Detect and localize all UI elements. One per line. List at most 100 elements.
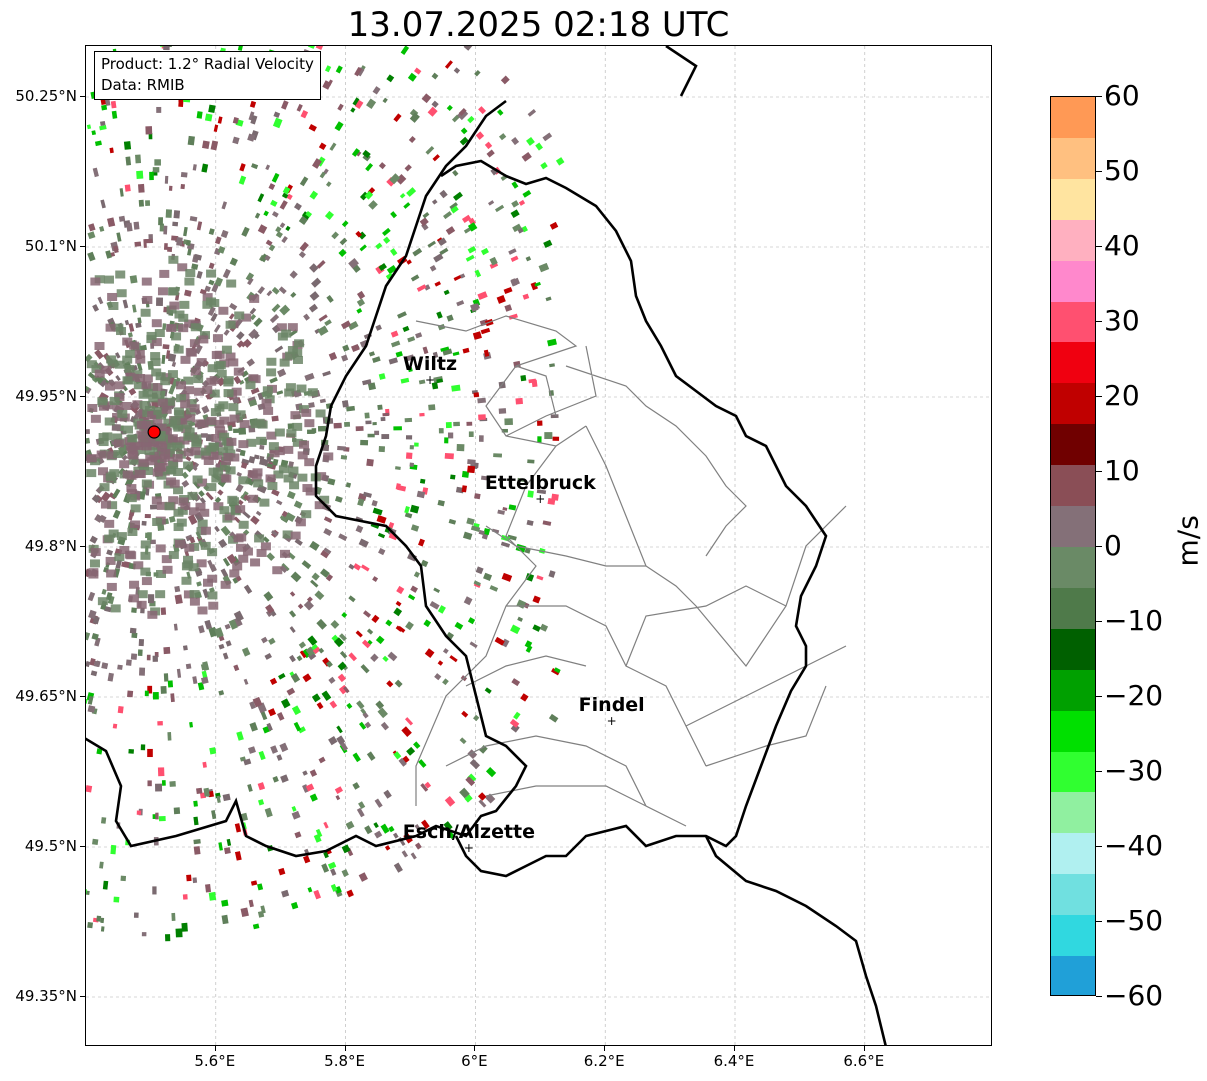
echo-pixel xyxy=(398,757,407,767)
product-label: Product: 1.2° Radial Velocity xyxy=(101,55,314,73)
echo-pixel xyxy=(176,394,187,403)
echo-pixel xyxy=(253,479,264,488)
echo-pixel xyxy=(129,627,137,634)
echo-pixel xyxy=(302,673,312,683)
echo-pixel xyxy=(125,156,132,166)
echo-pixel xyxy=(88,568,99,577)
echo-pixel xyxy=(356,308,363,314)
echo-pixel xyxy=(234,311,245,320)
echo-pixel xyxy=(162,323,167,330)
echo-pixel xyxy=(121,561,129,568)
echo-pixel xyxy=(184,543,195,552)
echo-pixel xyxy=(396,585,405,595)
echo-pixel xyxy=(434,281,442,287)
echo-pixel xyxy=(192,676,198,685)
echo-pixel xyxy=(498,133,507,141)
echo-pixel xyxy=(477,792,487,801)
echo-pixel xyxy=(133,561,144,570)
echo-pixel xyxy=(324,210,334,220)
echo-pixel xyxy=(550,414,559,419)
city-label: Ettelbruck xyxy=(485,472,596,494)
echo-pixel xyxy=(406,354,415,362)
colorbar-segment xyxy=(1051,833,1095,875)
echo-pixel xyxy=(202,761,207,768)
echo-pixel xyxy=(385,272,394,280)
echo-pixel xyxy=(219,416,230,425)
echo-pixel xyxy=(432,351,439,359)
echo-pixel xyxy=(215,426,226,435)
echo-pixel xyxy=(264,652,272,660)
echo-pixel xyxy=(128,451,139,460)
echo-pixel xyxy=(374,830,383,839)
echo-pixel xyxy=(316,472,327,481)
echo-pixel xyxy=(547,338,557,347)
echo-pixel xyxy=(305,783,315,792)
echo-pixel xyxy=(197,682,205,691)
echo-pixel xyxy=(264,254,271,262)
colorbar-tick-label: 10 xyxy=(1104,454,1140,487)
echo-pixel xyxy=(449,655,458,663)
echo-pixel xyxy=(453,67,461,74)
echo-pixel xyxy=(338,533,348,541)
echo-pixel xyxy=(352,782,360,790)
echo-pixel xyxy=(388,357,398,365)
echo-pixel xyxy=(454,621,464,630)
echo-pixel xyxy=(358,721,367,730)
echo-pixel xyxy=(127,527,138,536)
echo-pixel xyxy=(118,215,126,222)
echo-pixel xyxy=(177,416,188,425)
echo-pixel xyxy=(155,812,159,820)
echo-pixel xyxy=(364,412,370,419)
echo-pixel xyxy=(96,450,107,459)
echo-pixel xyxy=(405,452,413,460)
echo-pixel xyxy=(136,420,147,429)
echo-pixel xyxy=(386,177,396,187)
echo-pixel xyxy=(196,221,203,231)
colorbar-segment xyxy=(1051,383,1095,425)
echo-pixel xyxy=(167,353,177,363)
echo-pixel xyxy=(131,632,138,639)
echo-pixel xyxy=(418,538,425,547)
echo-pixel xyxy=(249,701,256,710)
echo-pixel xyxy=(200,433,208,438)
echo-pixel xyxy=(233,664,240,672)
echo-pixel xyxy=(331,231,339,240)
echo-pixel xyxy=(371,500,378,507)
echo-pixel xyxy=(475,131,485,140)
echo-pixel xyxy=(163,46,170,51)
city-wiltz: +Wiltz xyxy=(403,353,457,387)
echo-pixel xyxy=(89,559,100,568)
radar-map[interactable]: + Wiltz + Ettelbruck + Findel + Esch/Alzette xyxy=(85,45,992,1046)
echo-pixel xyxy=(462,347,470,354)
echo-pixel xyxy=(309,190,319,200)
echo-pixel xyxy=(440,346,450,352)
latitude-tick-label: 49.65°N xyxy=(15,687,77,705)
echo-pixel xyxy=(171,361,177,367)
echo-pixel xyxy=(527,109,537,117)
echo-pixel xyxy=(248,399,258,407)
echo-pixel xyxy=(401,850,409,858)
echo-pixel xyxy=(135,322,142,328)
country-border-germany-france xyxy=(704,835,887,1045)
echo-pixel xyxy=(463,596,473,606)
echo-pixel xyxy=(193,838,201,845)
echo-pixel xyxy=(395,174,407,185)
echo-pixel xyxy=(542,132,553,142)
echo-pixel xyxy=(515,397,523,405)
echo-pixel xyxy=(404,417,413,423)
echo-pixel xyxy=(192,475,203,484)
echo-pixel xyxy=(511,137,520,146)
echo-pixel xyxy=(94,140,102,147)
echo-pixel xyxy=(157,398,168,407)
echo-pixel xyxy=(168,496,179,505)
echo-pixel xyxy=(86,454,97,463)
echo-pixel xyxy=(389,248,398,256)
echo-pixel xyxy=(136,362,143,371)
echo-pixel xyxy=(418,379,426,385)
echo-pixel xyxy=(444,60,453,69)
echo-pixel xyxy=(220,525,231,537)
echo-pixel xyxy=(365,162,374,172)
echo-pixel xyxy=(348,652,358,662)
echo-pixel xyxy=(183,448,194,457)
echo-pixel xyxy=(266,722,273,732)
